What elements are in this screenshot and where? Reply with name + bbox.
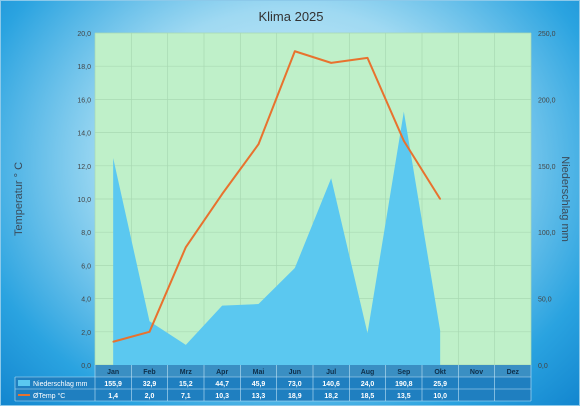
y-left-tick-label: 20,0	[77, 31, 91, 38]
table-cell-temperature: 7,1	[181, 393, 191, 400]
table-cell-precipitation: 44,7	[215, 381, 229, 388]
y-left-tick-label: 10,0	[77, 197, 91, 204]
temperature-point	[185, 246, 187, 248]
x-tick-label: Jun	[289, 369, 301, 376]
y-axis-right-title: Niederschlag mm	[559, 156, 571, 242]
y-left-tick-label: 14,0	[77, 131, 91, 138]
x-tick-label: Nov	[470, 369, 483, 376]
x-tick-label: Aug	[361, 369, 375, 376]
table-cell-temperature: 2,0	[145, 393, 155, 400]
precipitation-area	[113, 111, 441, 365]
temperature-point	[366, 57, 369, 59]
y-left-tick-label: 8,0	[81, 230, 91, 237]
table-cell-precipitation: 15,2	[179, 381, 193, 388]
y-left-tick-label: 6,0	[81, 263, 91, 270]
temperature-point	[403, 140, 405, 142]
y-left-tick-label: 4,0	[81, 297, 91, 304]
table-cell-precipitation: 24,0	[361, 381, 375, 388]
x-tick-label: Sep	[397, 369, 410, 376]
table-cell-temperature: 1,4	[108, 393, 118, 400]
table-cell-precipitation: 190,8	[395, 381, 413, 388]
x-tick-label: Dez	[507, 369, 520, 376]
table-cell-temperature: 18,2	[324, 393, 338, 400]
y-axis-left-title: Temperatur ° C	[13, 162, 25, 236]
y-right-tick-label: 50,0	[538, 297, 552, 304]
y-left-tick-label: 2,0	[81, 330, 91, 337]
legend-label-precipitation: Niederschlag mm	[33, 381, 88, 388]
y-left-tick-label: 16,0	[77, 97, 91, 104]
table-cell-precipitation: 155,9	[104, 381, 122, 388]
table-cell-temperature: 13,3	[252, 393, 266, 400]
temperature-point	[148, 331, 151, 333]
y-right-tick-label: 100,0	[538, 230, 556, 237]
y-right-tick-label: 150,0	[538, 164, 556, 171]
legend-key-precipitation	[18, 380, 30, 386]
x-tick-label: Mai	[253, 369, 265, 376]
legend-label-temperature: ØTemp °C	[33, 392, 65, 400]
x-tick-label: Okt	[434, 369, 446, 376]
table-cell-precipitation: 45,9	[252, 381, 266, 388]
table-cell-temperature: 13,5	[397, 393, 411, 400]
x-tick-label: Apr	[216, 369, 228, 376]
temperature-point	[330, 62, 332, 64]
x-tick-label: Mrz	[180, 369, 193, 376]
x-tick-label: Jul	[326, 369, 336, 376]
temperature-point	[112, 340, 114, 343]
y-right-tick-label: 0,0	[538, 363, 548, 370]
y-right-tick-label: 200,0	[538, 97, 556, 104]
temperature-point	[257, 143, 260, 146]
temperature-line	[112, 50, 442, 343]
y-left-tick-label: 0,0	[81, 363, 91, 370]
table-cell-temperature: 18,5	[361, 393, 375, 400]
table-cell-temperature: 10,0	[433, 393, 447, 400]
y-left-tick-label: 18,0	[77, 64, 91, 71]
table-cell-temperature: 18,9	[288, 393, 302, 400]
table-cell-precipitation: 73,0	[288, 381, 302, 388]
x-tick-label: Feb	[143, 369, 155, 376]
table-cell-precipitation: 32,9	[143, 381, 157, 388]
y-left-tick-label: 12,0	[77, 164, 91, 171]
table-cell-temperature: 10,3	[215, 393, 229, 400]
table-cell-precipitation: 25,9	[433, 381, 447, 388]
y-right-tick-label: 250,0	[538, 31, 556, 38]
x-tick-label: Jan	[107, 369, 119, 376]
temperature-point	[294, 50, 296, 53]
chart-title: Klima 2025	[258, 9, 323, 24]
temperature-point	[439, 198, 441, 200]
temperature-point	[221, 193, 223, 195]
table-cell-precipitation: 140,6	[322, 381, 340, 388]
